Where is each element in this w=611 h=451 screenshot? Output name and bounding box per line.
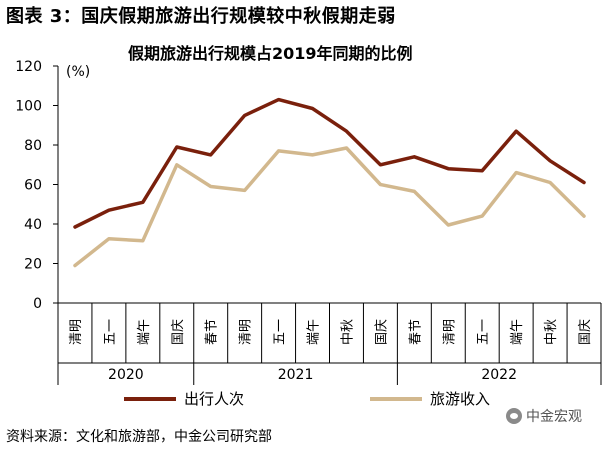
x-tick-label: 国庆	[171, 319, 186, 345]
legend-item-revenue: 旅游收入	[370, 388, 490, 409]
watermark-label: 中金宏观	[526, 409, 582, 425]
year-label: 2022	[481, 367, 517, 383]
series-line-revenue	[73, 146, 586, 268]
year-label: 2020	[108, 367, 144, 383]
watermark: 中金宏观	[506, 406, 582, 426]
year-label: 2021	[278, 367, 314, 383]
y-tick-label: 120	[15, 59, 42, 75]
x-tick-label: 端午	[307, 319, 322, 345]
source-note: 资料来源：文化和旅游部，中金公司研究部	[6, 429, 272, 445]
x-tick-label: 中秋	[544, 319, 559, 345]
x-tick-label: 中秋	[340, 319, 355, 345]
x-tick-label: 清明	[442, 319, 457, 345]
y-tick-label: 20	[24, 257, 42, 273]
legend-swatch-revenue	[370, 396, 422, 401]
y-tick-label: 80	[24, 138, 42, 154]
x-tick-label: 清明	[69, 319, 84, 345]
x-tick-label: 国庆	[578, 319, 593, 345]
y-axis-unit: (%)	[66, 64, 90, 80]
y-tick-label: 60	[24, 178, 42, 194]
figure-title: 图表 3：国庆假期旅游出行规模较中秋假期走弱	[6, 6, 396, 27]
x-tick-label: 端午	[137, 319, 152, 345]
x-tick-label: 五一	[476, 319, 491, 345]
chart-title: 假期旅游出行规模占2019年同期的比例	[128, 44, 413, 63]
legend-swatch-trips	[124, 396, 176, 401]
series-line-trips	[73, 97, 586, 229]
legend-item-trips: 出行人次	[124, 388, 244, 409]
x-tick-label: 清明	[239, 319, 254, 345]
x-tick-label: 端午	[510, 319, 525, 345]
x-tick-label: 春节	[408, 319, 423, 345]
legend-label-revenue: 旅游收入	[430, 390, 491, 408]
y-tick-label: 40	[24, 217, 42, 233]
x-tick-label: 五一	[103, 319, 118, 345]
wechat-icon	[506, 408, 522, 424]
x-tick-label: 五一	[273, 319, 288, 345]
legend-label-trips: 出行人次	[184, 390, 245, 408]
y-tick-label: 0	[33, 296, 42, 312]
y-tick-label: 100	[15, 99, 42, 115]
x-tick-label: 国庆	[374, 319, 389, 345]
x-tick-label: 春节	[205, 319, 220, 345]
